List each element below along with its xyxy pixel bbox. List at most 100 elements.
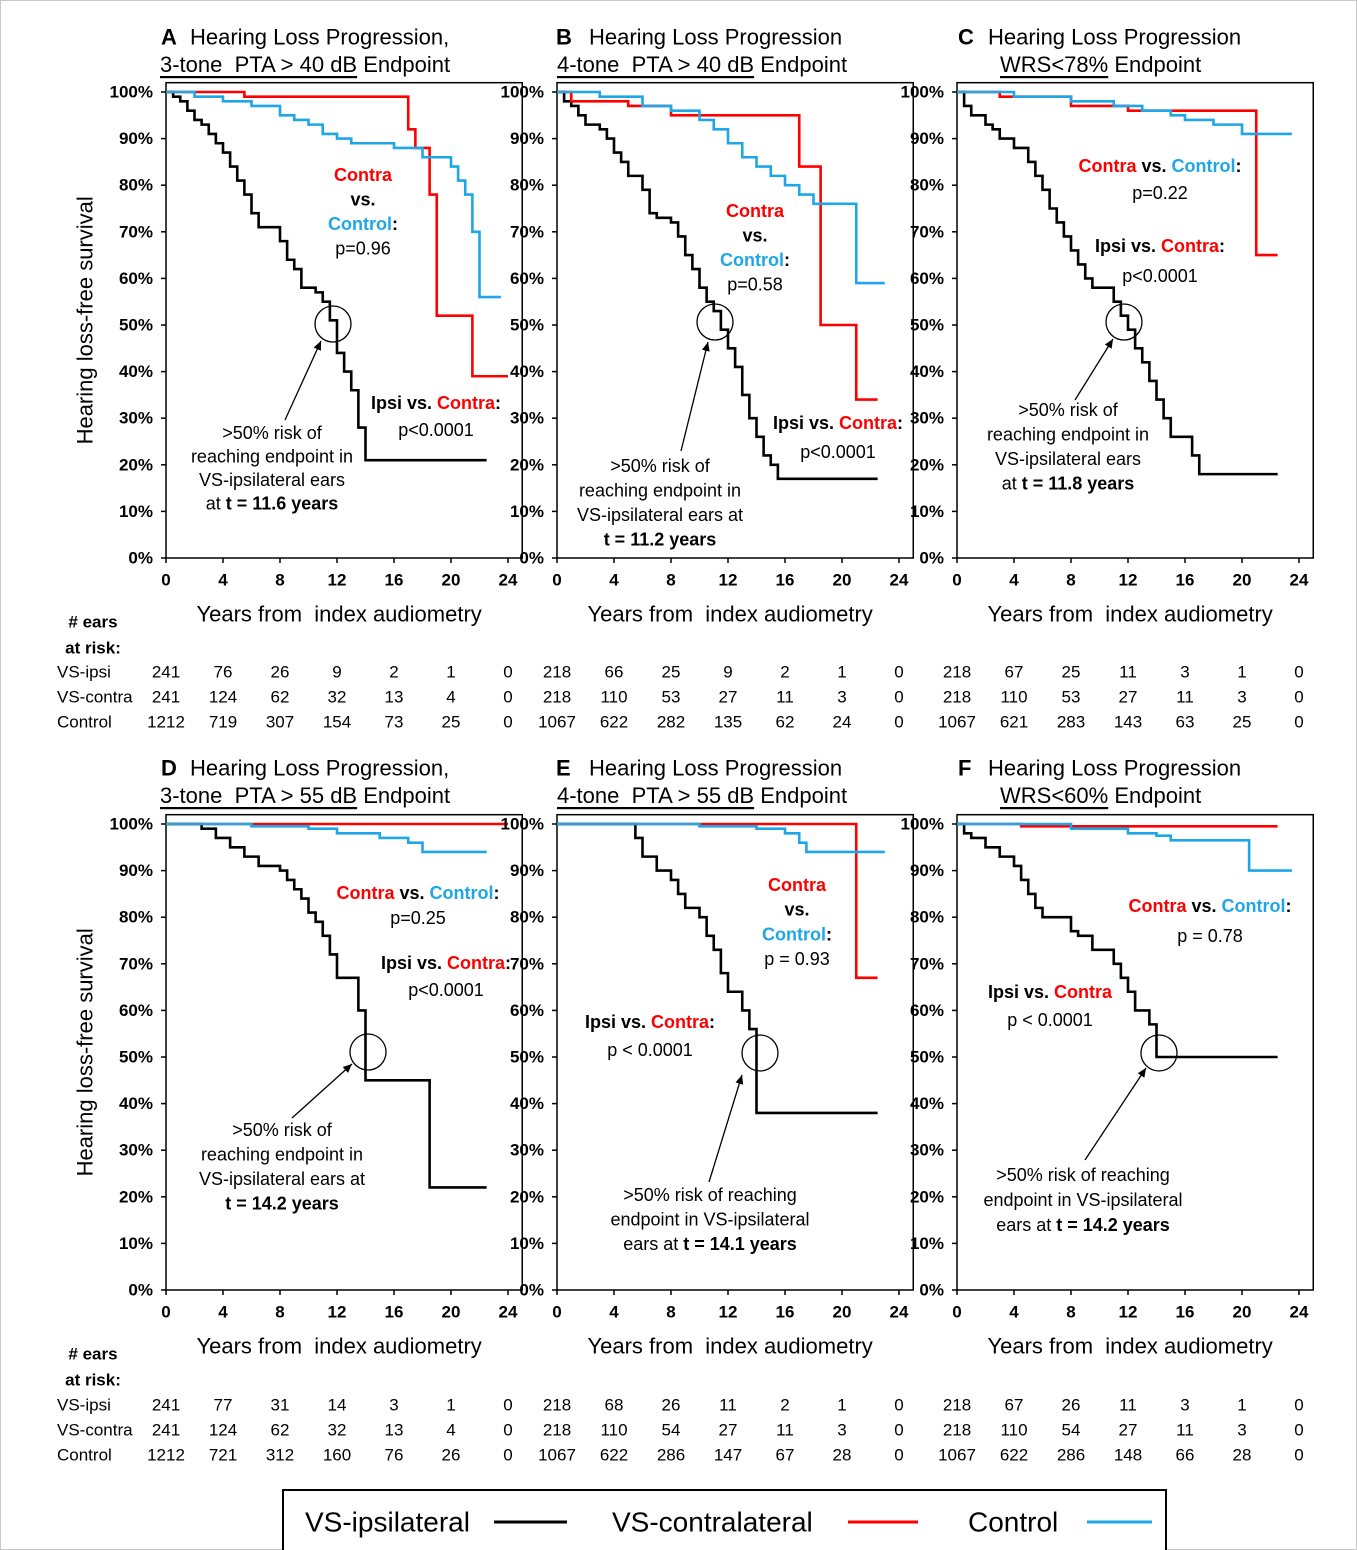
at-risk-count: 0 xyxy=(894,713,903,732)
text-run: : xyxy=(392,214,398,234)
at-risk-label: Control xyxy=(57,1446,112,1465)
survival-curve xyxy=(166,822,487,1189)
x-tick-label: 24 xyxy=(890,571,909,590)
text-run: Contra xyxy=(726,201,785,221)
text-run: t = 14.1 years xyxy=(683,1234,797,1254)
text-run: Ipsi vs. xyxy=(988,982,1054,1002)
annotation: t = 11.2 years xyxy=(604,530,717,550)
legend-label: VS-ipsilateral xyxy=(305,1507,470,1538)
y-tick-label: 40% xyxy=(510,1094,544,1113)
x-tick-label: 8 xyxy=(275,1303,284,1322)
text-run: >50% risk of reaching xyxy=(623,1185,797,1205)
at-risk-count: 1 xyxy=(446,1396,455,1415)
annotation: vs. xyxy=(350,190,375,210)
at-risk-count: 218 xyxy=(943,688,971,707)
y-tick-label: 90% xyxy=(119,861,153,880)
y-tick-label: 80% xyxy=(910,176,944,195)
annotation: Contra xyxy=(768,875,827,895)
chart-subtitle: 3-tone PTA > 55 dB Endpoint xyxy=(160,783,450,808)
survival-curve xyxy=(557,90,878,401)
text-run: p=0.22 xyxy=(1132,183,1188,203)
at-risk-count: 0 xyxy=(503,688,512,707)
at-risk-count: 0 xyxy=(503,1421,512,1440)
at-risk-count: 62 xyxy=(271,1421,290,1440)
annotation: Ipsi vs. Contra xyxy=(988,982,1113,1002)
text-run: p < 0.0001 xyxy=(1007,1010,1093,1030)
at-risk-count: 124 xyxy=(209,688,237,707)
at-risk-count: 27 xyxy=(719,1421,738,1440)
text-run: vs. xyxy=(784,900,809,920)
chart-subtitle: 4-tone PTA > 55 dB Endpoint xyxy=(557,783,847,808)
chart-subtitle: WRS<60% Endpoint xyxy=(1000,783,1201,808)
at-risk-count: 1 xyxy=(1237,663,1246,682)
x-tick-label: 8 xyxy=(666,1303,675,1322)
text-run: ears at xyxy=(623,1234,683,1254)
x-axis-title: Years from index audiometry xyxy=(587,1334,872,1359)
at-risk-count: 124 xyxy=(209,1421,237,1440)
text-run: Ipsi vs. xyxy=(585,1012,651,1032)
at-risk-header: # ears xyxy=(68,1345,117,1364)
text-run: Contra xyxy=(437,393,496,413)
at-risk-count: 27 xyxy=(1119,688,1138,707)
at-risk-count: 25 xyxy=(1062,663,1081,682)
text-run: ears at xyxy=(996,1215,1056,1235)
y-tick-label: 20% xyxy=(119,1187,153,1206)
text-run: p<0.0001 xyxy=(800,442,876,462)
y-tick-label: 10% xyxy=(510,502,544,521)
y-tick-label: 30% xyxy=(510,1141,544,1160)
at-risk-count: 218 xyxy=(943,1396,971,1415)
at-risk-count: 25 xyxy=(662,663,681,682)
at-risk-count: 11 xyxy=(776,1421,794,1440)
at-risk-count: 67 xyxy=(1005,1396,1024,1415)
y-tick-label: 60% xyxy=(910,1001,944,1020)
text-run: Ipsi vs. xyxy=(773,413,839,433)
at-risk-count: 9 xyxy=(723,663,732,682)
at-risk-count: 2 xyxy=(780,663,789,682)
at-risk-count: 62 xyxy=(776,713,795,732)
y-axis-title: Hearing loss-free survival xyxy=(73,928,98,1176)
at-risk-count: 53 xyxy=(662,688,681,707)
survival-curve xyxy=(957,822,1292,872)
at-risk-count: 67 xyxy=(1005,663,1024,682)
text-run: Contra xyxy=(1128,896,1187,916)
y-tick-label: 80% xyxy=(510,176,544,195)
at-risk-count: 63 xyxy=(1176,713,1195,732)
at-risk-count: 53 xyxy=(1062,688,1081,707)
survival-curve xyxy=(557,90,878,481)
annotation: VS-ipsilateral ears at xyxy=(199,1169,365,1189)
text-run: Endpoint xyxy=(1108,52,1201,77)
at-risk-count: 622 xyxy=(600,713,628,732)
y-tick-label: 10% xyxy=(910,1234,944,1253)
x-tick-label: 12 xyxy=(719,571,738,590)
x-tick-label: 8 xyxy=(1066,1303,1075,1322)
x-tick-label: 12 xyxy=(1119,1303,1138,1322)
y-tick-label: 0% xyxy=(128,549,153,568)
plot-frame xyxy=(956,813,1314,1291)
median-marker xyxy=(314,305,352,343)
at-risk-count: 0 xyxy=(1294,1396,1303,1415)
at-risk-count: 11 xyxy=(1119,663,1137,682)
at-risk-count: 218 xyxy=(543,688,571,707)
text-run: p = 0.78 xyxy=(1177,926,1243,946)
at-risk-count: 26 xyxy=(442,1446,461,1465)
at-risk-count: 26 xyxy=(662,1396,681,1415)
plot-frame xyxy=(956,81,1314,559)
at-risk-count: 218 xyxy=(943,1421,971,1440)
annotation: vs. xyxy=(742,226,767,246)
y-tick-label: 90% xyxy=(910,861,944,880)
annotation: Contra xyxy=(334,165,393,185)
text-run: >50% risk of xyxy=(222,423,323,443)
annotation: >50% risk of xyxy=(232,1120,333,1140)
y-tick-label: 20% xyxy=(119,455,153,474)
annotation: >50% risk of xyxy=(610,456,711,476)
annotation: reaching endpoint in xyxy=(579,481,741,501)
median-marker xyxy=(741,1034,779,1072)
annotation: reaching endpoint in xyxy=(987,425,1149,445)
panel-letter: B xyxy=(556,25,572,50)
at-risk-count: 26 xyxy=(271,663,290,682)
text-run: : xyxy=(1219,236,1225,256)
annotation: Ipsi vs. Contra: xyxy=(773,413,903,433)
at-risk-header: at risk: xyxy=(65,1371,121,1390)
at-risk-count: 11 xyxy=(776,688,794,707)
median-marker xyxy=(696,303,734,341)
